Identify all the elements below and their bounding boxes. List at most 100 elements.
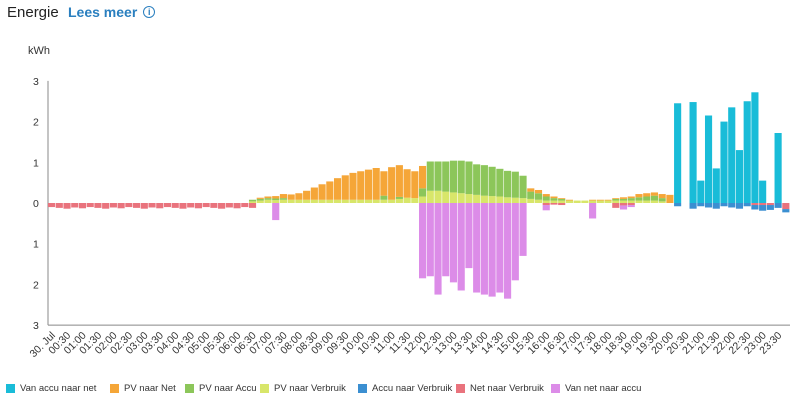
bar-segment[interactable] — [419, 196, 427, 203]
bar-segment[interactable] — [596, 199, 604, 201]
bar-segment[interactable] — [774, 203, 782, 208]
bar-segment[interactable] — [63, 203, 71, 209]
bar-segment[interactable] — [442, 161, 450, 192]
bar-segment[interactable] — [310, 187, 318, 200]
bar-segment[interactable] — [581, 200, 589, 203]
bar-segment[interactable] — [264, 198, 272, 200]
info-icon[interactable]: i — [143, 6, 156, 18]
bar-segment[interactable] — [519, 175, 527, 199]
bar-segment[interactable] — [542, 200, 550, 203]
bar-segment[interactable] — [303, 190, 311, 200]
bar-segment[interactable] — [658, 201, 666, 203]
bar-segment[interactable] — [287, 194, 295, 200]
bar-segment[interactable] — [511, 203, 519, 281]
bar-segment[interactable] — [55, 203, 63, 208]
legend-item[interactable]: Net naar Verbruik — [456, 383, 551, 394]
bar-segment[interactable] — [589, 203, 597, 219]
bar-segment[interactable] — [403, 197, 411, 203]
bar-segment[interactable] — [550, 200, 558, 203]
bar-segment[interactable] — [558, 198, 566, 201]
bar-segment[interactable] — [704, 203, 713, 208]
bar-segment[interactable] — [759, 180, 767, 204]
bar-segment[interactable] — [542, 203, 550, 206]
bar-segment[interactable] — [527, 191, 535, 199]
bar-segment[interactable] — [434, 203, 442, 295]
bar-segment[interactable] — [380, 171, 388, 196]
bar-segment[interactable] — [326, 181, 334, 200]
bar-segment[interactable] — [643, 196, 651, 201]
bar-segment[interactable] — [380, 199, 388, 203]
bar-segment[interactable] — [511, 171, 519, 198]
bar-segment[interactable] — [333, 178, 342, 200]
bar-segment[interactable] — [558, 198, 566, 199]
bar-segment[interactable] — [148, 203, 156, 208]
bar-segment[interactable] — [612, 200, 620, 203]
bar-segment[interactable] — [364, 169, 373, 200]
bar-segment[interactable] — [712, 203, 720, 209]
bar-segment[interactable] — [558, 203, 566, 206]
bar-segment[interactable] — [272, 203, 280, 221]
bar-segment[interactable] — [272, 198, 280, 201]
bar-segment[interactable] — [488, 196, 496, 203]
bar-segment[interactable] — [380, 195, 388, 200]
bar-segment[interactable] — [473, 203, 481, 293]
bar-segment[interactable] — [140, 203, 148, 209]
bar-segment[interactable] — [241, 203, 249, 208]
bar-segment[interactable] — [604, 199, 612, 201]
bar-segment[interactable] — [295, 199, 303, 203]
bar-segment[interactable] — [372, 168, 380, 200]
bar-segment[interactable] — [333, 199, 342, 203]
bar-segment[interactable] — [766, 205, 774, 210]
bar-segment[interactable] — [102, 203, 110, 209]
bar-segment[interactable] — [171, 203, 179, 208]
bar-segment[interactable] — [279, 199, 288, 203]
bar-segment[interactable] — [635, 194, 643, 198]
bar-segment[interactable] — [210, 203, 218, 208]
bar-segment[interactable] — [782, 209, 790, 213]
bar-segment[interactable] — [395, 165, 403, 197]
bar-segment[interactable] — [635, 200, 643, 203]
bar-segment[interactable] — [341, 175, 349, 200]
bar-segment[interactable] — [735, 203, 744, 209]
bar-segment[interactable] — [457, 193, 465, 203]
bar-segment[interactable] — [643, 193, 651, 197]
bar-segment[interactable] — [109, 203, 117, 208]
bar-segment[interactable] — [658, 194, 666, 199]
bar-segment[interactable] — [411, 171, 419, 199]
bar-segment[interactable] — [619, 203, 628, 206]
legend-item[interactable]: Van net naar accu — [551, 383, 651, 394]
bar-segment[interactable] — [589, 199, 597, 201]
bar-segment[interactable] — [179, 203, 187, 209]
bar-segment[interactable] — [465, 194, 473, 203]
bar-segment[interactable] — [480, 203, 488, 295]
bar-segment[interactable] — [310, 199, 318, 203]
bar-segment[interactable] — [627, 196, 635, 199]
bar-segment[interactable] — [303, 199, 311, 203]
bar-segment[interactable] — [395, 198, 403, 203]
bar-segment[interactable] — [558, 200, 566, 203]
bar-segment[interactable] — [419, 188, 427, 197]
bar-segment[interactable] — [689, 102, 697, 203]
bar-segment[interactable] — [650, 200, 659, 203]
bar-segment[interactable] — [465, 161, 473, 195]
bar-segment[interactable] — [318, 184, 326, 200]
bar-segment[interactable] — [473, 194, 481, 203]
bar-segment[interactable] — [550, 198, 558, 201]
bar-segment[interactable] — [264, 196, 272, 199]
bar-segment[interactable] — [519, 203, 527, 256]
bar-segment[interactable] — [419, 165, 427, 189]
bar-segment[interactable] — [496, 203, 504, 293]
legend-item[interactable]: Van accu naar net — [6, 383, 110, 394]
bar-segment[interactable] — [357, 199, 365, 203]
bar-segment[interactable] — [650, 195, 659, 201]
bar-segment[interactable] — [388, 167, 396, 200]
bar-segment[interactable] — [666, 194, 674, 203]
bar-segment[interactable] — [511, 197, 519, 203]
bar-segment[interactable] — [71, 203, 79, 208]
bar-segment[interactable] — [341, 199, 349, 203]
bar-segment[interactable] — [318, 199, 326, 203]
bar-segment[interactable] — [759, 203, 767, 206]
bar-segment[interactable] — [457, 203, 465, 291]
bar-segment[interactable] — [728, 203, 736, 208]
bar-segment[interactable] — [751, 92, 759, 203]
